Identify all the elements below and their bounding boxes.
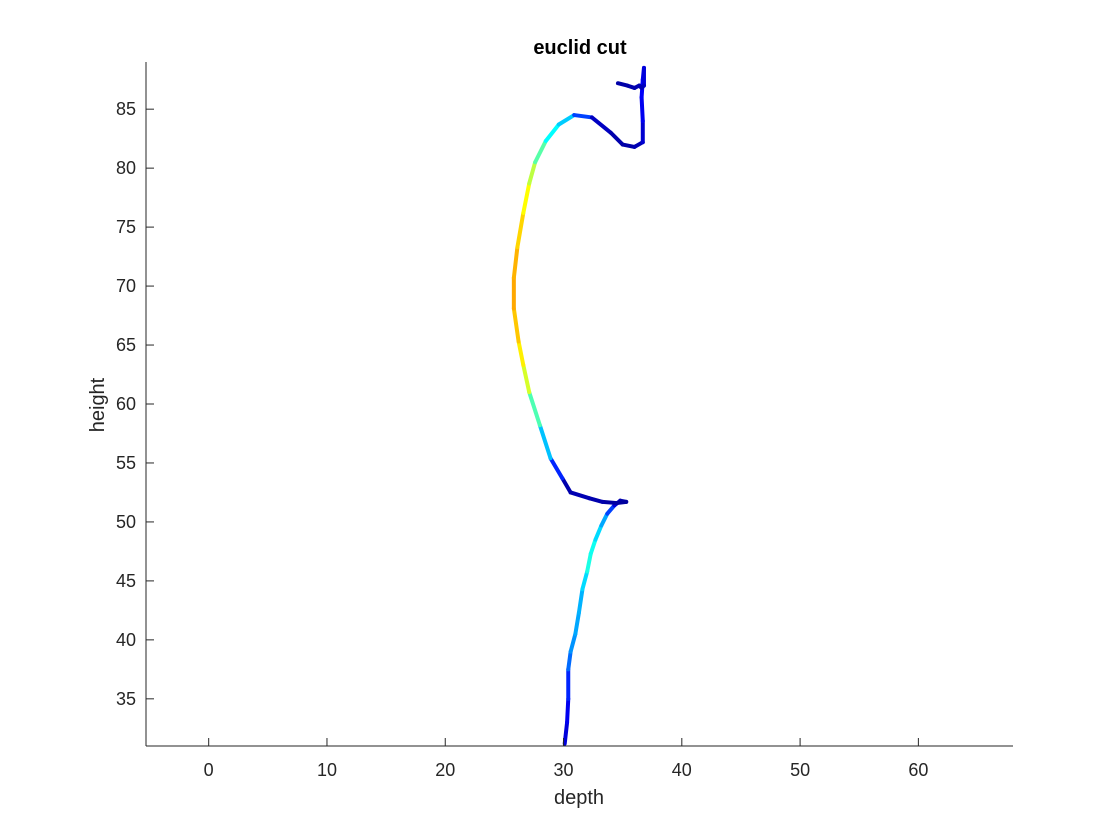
line-segment [593,523,604,542]
x-tick-label: 50 [790,760,810,780]
y-axis-ticks: 35 40 45 50 55 60 65 70 75 80 85 [116,99,154,709]
line-segment [615,81,630,88]
line-segment [573,610,581,636]
line-segment [587,496,605,504]
x-tick-label: 40 [672,760,692,780]
line-segment [568,490,592,501]
line-segment [527,390,542,428]
line-segment [527,160,538,186]
x-axis-ticks: 0 10 20 30 40 50 60 [204,738,928,780]
line-segment [599,511,610,528]
x-tick-label: 30 [554,760,574,780]
line-segment [548,456,565,481]
x-tick-label: 60 [908,760,928,780]
y-tick-label: 45 [116,571,136,591]
y-tick-label: 60 [116,394,136,414]
x-tick-label: 0 [204,760,214,780]
line-segment [560,476,573,495]
line-segment [572,113,594,120]
y-tick-label: 35 [116,689,136,709]
y-tick-label: 65 [116,335,136,355]
y-tick-label: 70 [116,276,136,296]
x-tick-label: 10 [317,760,337,780]
y-tick-label: 80 [116,158,136,178]
line-segment [515,210,526,250]
y-tick-label: 50 [116,512,136,532]
line-segment [568,631,578,654]
y-axis-label: height [87,377,109,432]
chart-title: euclid cut [533,37,627,59]
line-segment [620,142,637,149]
line-segment [556,113,577,127]
y-tick-label: 40 [116,630,136,650]
line-segment [600,499,619,506]
x-axis-label: depth [554,787,604,809]
line-segment [511,306,521,344]
line-segment [516,339,526,368]
y-tick-label: 75 [116,217,136,237]
line-segment [576,587,585,615]
line-segment [580,569,590,592]
line-segment [566,649,573,672]
line-segment [562,720,570,746]
line-segment [511,245,520,280]
line-segment [521,181,532,215]
line-segment [585,551,593,574]
line-segment [639,95,645,123]
y-tick-label: 85 [116,99,136,119]
line-segment [533,139,548,165]
line-segment [589,115,613,135]
line-segment [521,363,532,395]
x-tick-label: 20 [435,760,455,780]
line-segment [537,423,553,461]
line-segment [543,122,561,144]
line-segment [565,696,571,725]
y-tick-label: 55 [116,453,136,473]
line-segment [608,130,625,147]
line-segment [588,537,598,556]
plot-area [511,65,646,746]
